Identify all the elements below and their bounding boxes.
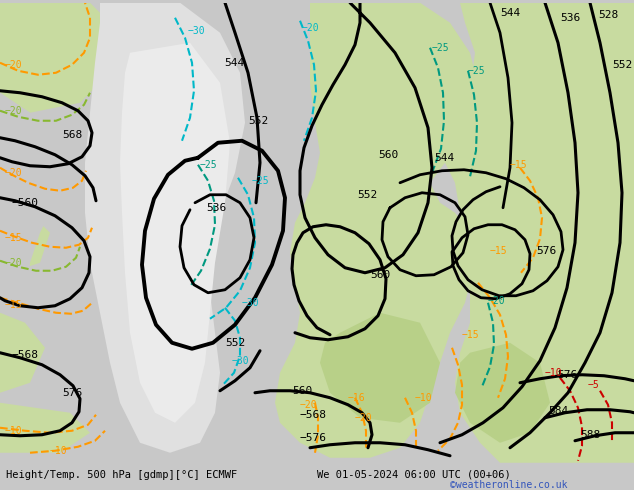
Text: −30: −30 <box>232 356 250 366</box>
Text: 584: 584 <box>548 406 568 416</box>
Polygon shape <box>0 403 90 453</box>
Text: 528: 528 <box>598 10 618 20</box>
Text: 560: 560 <box>378 150 398 160</box>
Polygon shape <box>455 343 550 443</box>
Text: −10: −10 <box>50 446 68 456</box>
Text: −568: −568 <box>12 350 39 360</box>
Text: −20: −20 <box>5 60 23 70</box>
Text: −576: −576 <box>300 433 327 443</box>
Text: −20: −20 <box>5 106 23 116</box>
Text: −20: −20 <box>355 413 373 423</box>
Text: 560: 560 <box>370 270 391 280</box>
Text: 544: 544 <box>434 153 454 163</box>
Text: −20: −20 <box>5 258 23 268</box>
Text: −20: −20 <box>302 23 320 33</box>
Polygon shape <box>0 93 60 313</box>
Text: −25: −25 <box>432 43 450 53</box>
Text: −15: −15 <box>510 160 527 170</box>
Text: Height/Temp. 500 hPa [gdmp][°C] ECMWF: Height/Temp. 500 hPa [gdmp][°C] ECMWF <box>6 470 238 480</box>
Polygon shape <box>320 313 440 423</box>
Text: 552: 552 <box>225 338 245 348</box>
Text: 560: 560 <box>292 386 313 396</box>
Text: −10: −10 <box>5 426 23 436</box>
Text: −5: −5 <box>588 380 600 390</box>
Text: 536: 536 <box>206 203 226 213</box>
Text: 576: 576 <box>62 388 82 398</box>
Text: ©weatheronline.co.uk: ©weatheronline.co.uk <box>450 480 567 490</box>
Polygon shape <box>0 203 50 273</box>
Text: We 01-05-2024 06:00 UTC (00+06): We 01-05-2024 06:00 UTC (00+06) <box>317 470 511 480</box>
Text: −25: −25 <box>468 66 486 76</box>
Text: 552: 552 <box>357 190 377 200</box>
Text: −30: −30 <box>188 26 205 36</box>
Text: −15: −15 <box>5 300 23 310</box>
Text: −16: −16 <box>348 393 366 403</box>
Text: −25: −25 <box>200 160 217 170</box>
Text: 536: 536 <box>560 13 580 23</box>
Text: −20: −20 <box>488 296 506 306</box>
Text: 576: 576 <box>536 246 556 256</box>
Polygon shape <box>85 3 245 453</box>
Text: 588: 588 <box>580 430 600 440</box>
Text: 568: 568 <box>62 130 82 140</box>
Text: −568: −568 <box>300 410 327 420</box>
Text: −20: −20 <box>300 400 318 410</box>
Text: 552: 552 <box>248 116 268 126</box>
Text: −10: −10 <box>415 393 432 403</box>
Text: 544: 544 <box>500 8 521 18</box>
Text: −25: −25 <box>252 176 269 186</box>
Text: −560: −560 <box>12 198 39 208</box>
Text: −20: −20 <box>5 168 23 178</box>
Text: 544: 544 <box>224 58 244 68</box>
Text: −15: −15 <box>490 246 508 256</box>
Text: −10: −10 <box>545 368 562 378</box>
Polygon shape <box>0 3 120 113</box>
Text: 576: 576 <box>557 370 577 380</box>
Polygon shape <box>0 313 45 393</box>
Polygon shape <box>445 3 634 463</box>
Text: −30: −30 <box>242 298 260 308</box>
Text: −15: −15 <box>5 233 23 243</box>
Text: 552: 552 <box>612 60 632 70</box>
Polygon shape <box>120 43 230 423</box>
Polygon shape <box>275 3 480 458</box>
Text: −15: −15 <box>462 330 480 340</box>
